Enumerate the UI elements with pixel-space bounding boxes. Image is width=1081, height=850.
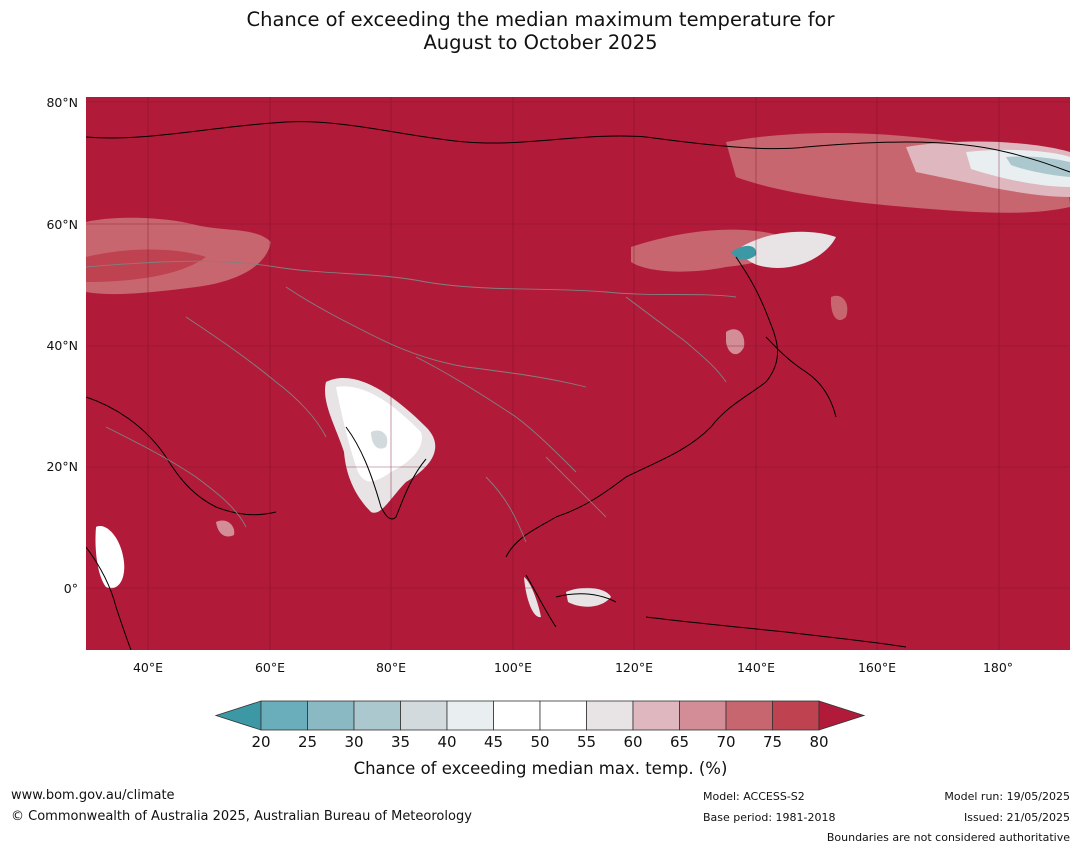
region-kamchatka-70 — [830, 295, 848, 321]
region-sumatra-55 — [524, 577, 541, 618]
colorbar-segment-40-45 — [446, 700, 494, 731]
colorbar-segment-35-40 — [400, 700, 448, 731]
region-india-40 — [371, 430, 388, 449]
region-borneo-60 — [566, 587, 611, 607]
coastlines — [86, 121, 1070, 650]
lat-label-20n: 20°N — [46, 459, 78, 474]
lon-label-120e: 120°E — [614, 660, 653, 675]
colorbar-segment-65-70 — [679, 700, 727, 731]
colorbar-label: Chance of exceeding median max. temp. (%… — [353, 759, 728, 778]
graticule — [86, 97, 1070, 650]
colorbar-tick-50: 50 — [530, 733, 550, 751]
forecast-map — [86, 97, 1070, 650]
lon-label-80e: 80°E — [375, 660, 407, 675]
region-east-africa-70 — [216, 520, 235, 537]
title-line-2: August to October 2025 — [423, 31, 658, 54]
colorbar-segment-60-65 — [632, 700, 680, 731]
lat-label-40n: 40°N — [46, 338, 78, 353]
colorbar-tick-80: 80 — [809, 733, 829, 751]
country-borders — [86, 260, 737, 543]
lon-label-180: 180° — [982, 660, 1014, 675]
colorbar-segment-20-25 — [260, 700, 308, 731]
colorbar-tick-20: 20 — [251, 733, 271, 751]
region-okhotsk-25 — [731, 245, 757, 260]
colorbar-tick-65: 65 — [669, 733, 690, 751]
colorbar-segment-45-50 — [493, 700, 541, 731]
colorbar-segment-55-60 — [586, 700, 634, 731]
colorbar-segment-25-30 — [307, 700, 355, 731]
colorbar-tick-25: 25 — [297, 733, 318, 751]
lon-label-60e: 60°E — [254, 660, 286, 675]
map-svg — [86, 97, 1070, 650]
probability-regions — [86, 132, 1070, 618]
lon-label-40e: 40°E — [132, 660, 164, 675]
colorbar-segment-50-55 — [539, 700, 587, 731]
lat-label-80n: 80°N — [46, 95, 78, 110]
colorbar-segment-75-80 — [772, 700, 820, 731]
colorbar-tick-30: 30 — [344, 733, 364, 751]
colorbar-tick-60: 60 — [623, 733, 643, 751]
colorbar-arrow-high — [818, 700, 866, 731]
boundaries-disclaimer: Boundaries are not considered authoritat… — [826, 831, 1070, 844]
region-korea-70 — [726, 329, 745, 355]
colorbar-segment-70-75 — [725, 700, 773, 731]
copyright-notice: © Commonwealth of Australia 2025, Austra… — [11, 809, 472, 824]
region-east-siberia-35 — [1006, 156, 1070, 177]
lat-label-0: 0° — [63, 581, 78, 596]
colorbar-tick-45: 45 — [483, 733, 504, 751]
colorbar — [214, 700, 866, 731]
base-period: Base period: 1981-2018 — [703, 811, 836, 824]
lon-label-140e: 140°E — [736, 660, 775, 675]
colorbar-tick-75: 75 — [762, 733, 783, 751]
lon-label-160e: 160°E — [857, 660, 896, 675]
model-run-date: Model run: 19/05/2025 — [944, 790, 1070, 803]
lat-label-60n: 60°N — [46, 217, 78, 232]
colorbar-tick-40: 40 — [437, 733, 457, 751]
region-okhotsk-60 — [741, 231, 836, 268]
colorbar-tick-55: 55 — [576, 733, 597, 751]
lon-label-100e: 100°E — [493, 660, 532, 675]
model-name: Model: ACCESS-S2 — [703, 790, 805, 803]
colorbar-tick-70: 70 — [716, 733, 736, 751]
colorbar-segment-30-35 — [353, 700, 401, 731]
website-link[interactable]: www.bom.gov.au/climate — [11, 788, 175, 803]
colorbar-tick-35: 35 — [390, 733, 411, 751]
colorbar-arrow-low — [214, 700, 262, 731]
region-west-asia-75 — [86, 249, 206, 282]
issued-date: Issued: 21/05/2025 — [963, 811, 1070, 824]
map-title: Chance of exceeding the median maximum t… — [0, 8, 1081, 54]
title-line-1: Chance of exceeding the median maximum t… — [246, 8, 835, 31]
